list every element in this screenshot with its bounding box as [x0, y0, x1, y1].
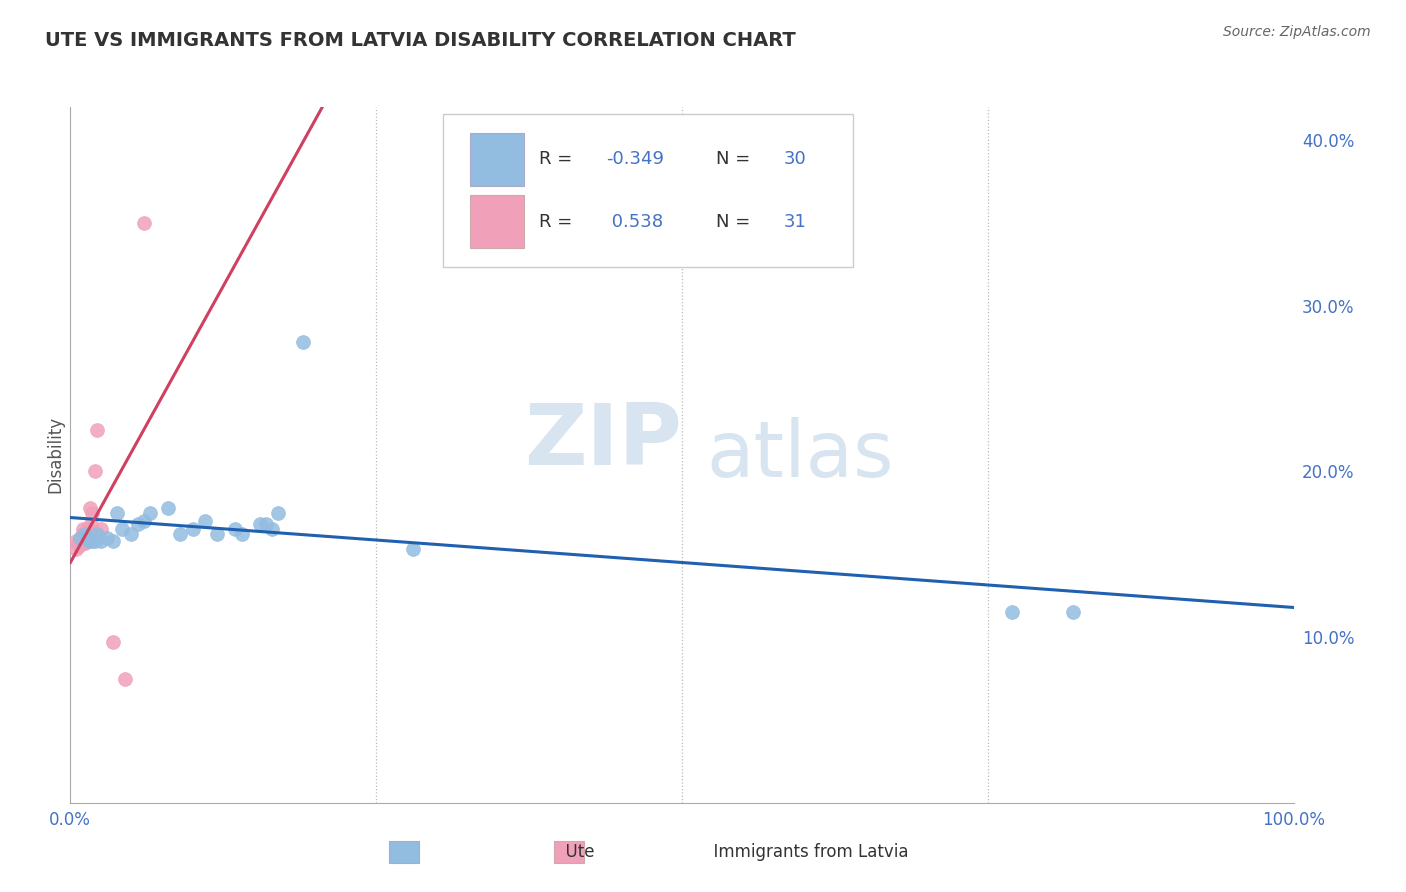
Point: [77, 534, 100, 549]
Point: [1001, 605, 1024, 619]
Point: [75, 534, 97, 549]
Point: [169, 527, 191, 541]
Point: [69, 534, 91, 549]
Point: [132, 514, 155, 528]
Point: [76, 527, 98, 541]
Point: [96, 531, 118, 545]
Point: [79, 500, 101, 515]
Point: [65, 534, 87, 549]
Text: -0.349: -0.349: [606, 150, 664, 169]
Point: [72, 527, 94, 541]
Point: [262, 523, 284, 537]
Text: 31: 31: [783, 213, 806, 231]
Text: atlas: atlas: [706, 417, 894, 493]
Point: [267, 506, 290, 520]
Point: [70, 534, 93, 549]
Point: [139, 506, 162, 520]
Point: [402, 542, 425, 557]
Text: Immigrants from Latvia: Immigrants from Latvia: [703, 843, 908, 861]
FancyBboxPatch shape: [554, 841, 583, 863]
Point: [157, 500, 180, 515]
Point: [80, 517, 103, 532]
Point: [69, 537, 91, 551]
FancyBboxPatch shape: [470, 195, 524, 248]
Point: [83, 534, 105, 549]
Text: UTE VS IMMIGRANTS FROM LATVIA DISABILITY CORRELATION CHART: UTE VS IMMIGRANTS FROM LATVIA DISABILITY…: [45, 31, 796, 50]
Point: [291, 335, 314, 350]
FancyBboxPatch shape: [389, 841, 419, 863]
Point: [101, 534, 124, 549]
Text: R =: R =: [538, 150, 578, 169]
Point: [83, 465, 105, 479]
Point: [105, 506, 128, 520]
Point: [254, 517, 277, 532]
Point: [249, 517, 271, 532]
Point: [73, 527, 96, 541]
Point: [121, 527, 143, 541]
Point: [72, 535, 94, 549]
Point: [132, 216, 155, 230]
Point: [82, 506, 104, 520]
Point: [65, 542, 87, 557]
Text: Ute: Ute: [555, 843, 595, 861]
Text: R =: R =: [538, 213, 578, 231]
Point: [75, 531, 97, 545]
Point: [82, 534, 104, 549]
Text: 0.538: 0.538: [606, 213, 664, 231]
Point: [67, 535, 90, 549]
Y-axis label: Disability: Disability: [46, 417, 65, 493]
Point: [205, 527, 228, 541]
Point: [224, 523, 246, 537]
Point: [69, 531, 91, 545]
Point: [194, 514, 217, 528]
Point: [127, 517, 149, 532]
Point: [73, 527, 96, 541]
Point: [72, 527, 94, 541]
FancyBboxPatch shape: [443, 114, 853, 267]
FancyBboxPatch shape: [470, 133, 524, 186]
Point: [90, 534, 112, 549]
Point: [73, 535, 96, 549]
Point: [67, 539, 90, 553]
Point: [86, 423, 108, 437]
Text: N =: N =: [716, 150, 756, 169]
Text: ZIP: ZIP: [524, 400, 682, 483]
Point: [79, 527, 101, 541]
Point: [66, 535, 89, 549]
Point: [77, 527, 100, 541]
Text: Source: ZipAtlas.com: Source: ZipAtlas.com: [1223, 25, 1371, 39]
Point: [76, 523, 98, 537]
Point: [90, 523, 112, 537]
Text: 30: 30: [783, 150, 806, 169]
Point: [77, 523, 100, 537]
Point: [1062, 605, 1084, 619]
Text: N =: N =: [716, 213, 756, 231]
Point: [114, 672, 136, 686]
Point: [111, 523, 134, 537]
Point: [73, 527, 96, 541]
Point: [72, 523, 94, 537]
Point: [101, 635, 124, 649]
Point: [86, 527, 108, 541]
Point: [181, 523, 204, 537]
Point: [231, 527, 253, 541]
